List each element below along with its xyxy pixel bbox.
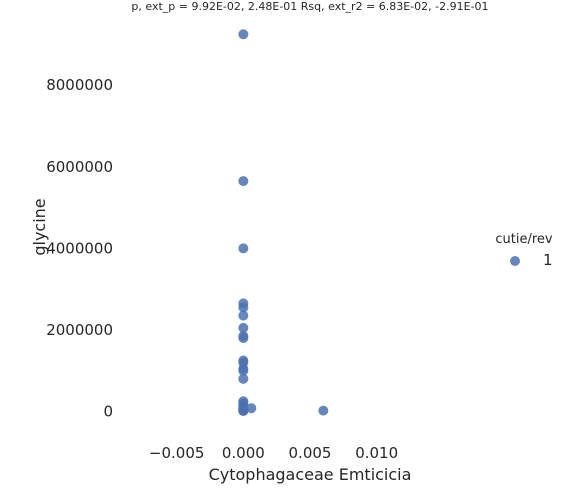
data-point (238, 333, 249, 344)
legend-title: cutie/rev (495, 232, 553, 247)
y-tick-label: 4000000 (46, 239, 113, 257)
x-tick-label: 0.010 (355, 444, 398, 462)
x-tick-label: 0.005 (289, 444, 332, 462)
x-tick-labels: −0.005 0.000 0.005 0.010 (149, 444, 398, 462)
data-point (238, 243, 249, 254)
chart-title: p, ext_p = 9.92E-02, 2.48E-01 Rsq, ext_r… (131, 0, 488, 13)
y-tick-label: 8000000 (46, 76, 113, 94)
legend: cutie/rev 1 (495, 232, 553, 269)
y-tick-label: 6000000 (46, 158, 113, 176)
data-points (238, 29, 329, 417)
y-tick-labels: 0 2000000 4000000 6000000 8000000 (46, 76, 113, 420)
y-tick-label: 0 (103, 402, 113, 420)
y-tick-label: 2000000 (46, 321, 113, 339)
data-point (238, 373, 249, 384)
x-tick-label: −0.005 (149, 444, 205, 462)
data-point (238, 406, 249, 417)
data-point (238, 322, 249, 333)
data-point (238, 365, 249, 376)
data-point (246, 403, 257, 414)
data-point (318, 405, 329, 416)
legend-marker (510, 256, 520, 266)
y-axis-label: glycine (30, 198, 49, 255)
x-axis-label: Cytophagaceae Emticicia (209, 465, 412, 484)
data-point (238, 29, 249, 40)
data-point (238, 176, 249, 187)
data-point (238, 310, 249, 321)
legend-entry-label: 1 (543, 251, 553, 269)
x-tick-label: 0.000 (222, 444, 265, 462)
data-point (238, 302, 249, 313)
